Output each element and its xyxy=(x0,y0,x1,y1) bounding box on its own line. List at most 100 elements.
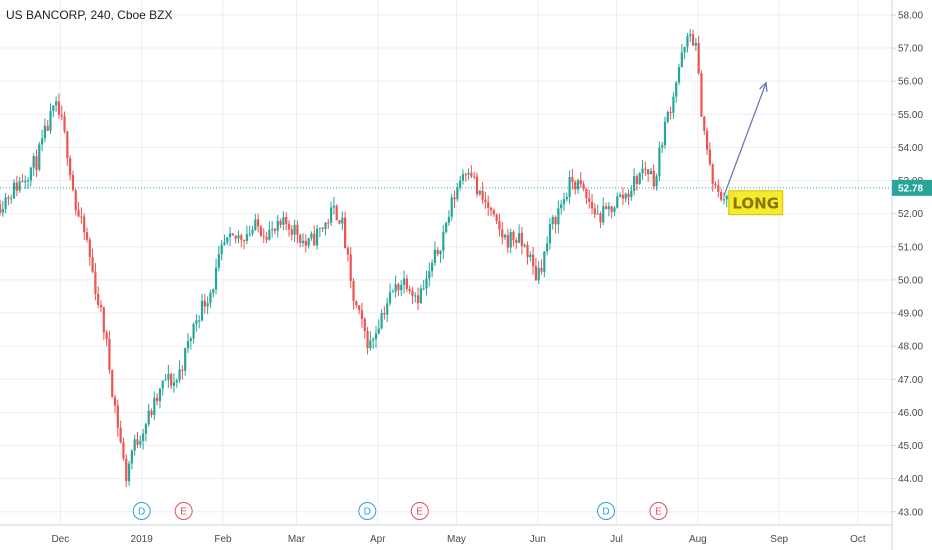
trend-arrow-line[interactable] xyxy=(723,82,767,196)
candle-down xyxy=(621,194,625,199)
candle-down xyxy=(97,293,100,305)
candle-down xyxy=(644,168,647,170)
candle-down xyxy=(234,235,237,239)
candle-up xyxy=(560,204,563,209)
candle-up xyxy=(167,373,170,380)
candle-down xyxy=(15,182,18,191)
candle-up xyxy=(139,440,142,445)
candle-down xyxy=(150,410,153,416)
long-label-text: LONG xyxy=(732,195,779,213)
candle-down xyxy=(344,217,347,249)
candle-up xyxy=(655,176,658,187)
candle-down xyxy=(265,236,268,240)
drawing-overlays[interactable]: LONG xyxy=(723,81,784,216)
candle-down xyxy=(156,397,159,402)
candle-down xyxy=(21,181,24,183)
candle-down xyxy=(355,301,358,306)
candle-up xyxy=(144,424,148,434)
candle-down xyxy=(299,234,302,243)
candle-down xyxy=(46,125,49,131)
long-label-box[interactable] xyxy=(728,190,784,216)
candle-down xyxy=(691,34,695,46)
candle-up xyxy=(271,228,274,231)
dividend-marker[interactable] xyxy=(358,502,377,520)
price-tick-label: 46.00 xyxy=(898,408,923,419)
chart-title: US BANCORP, 240, Cboe BZX xyxy=(6,8,173,22)
candle-down xyxy=(338,220,341,224)
candle-down xyxy=(113,397,117,406)
time-axis[interactable]: Dec 2019 Feb Mar Apr May Jun Jul Aug Sep Oct xyxy=(0,524,892,545)
candle-down xyxy=(464,174,467,176)
candle-down xyxy=(481,190,484,200)
candle-up xyxy=(40,138,44,145)
candle-down xyxy=(327,222,330,224)
earnings-marker[interactable] xyxy=(649,502,668,520)
candle-down xyxy=(102,307,105,333)
candle-up xyxy=(523,244,526,247)
price-tick-label: 57.00 xyxy=(898,44,923,55)
candle-down xyxy=(66,131,69,159)
candle-down xyxy=(700,73,703,117)
candle-up xyxy=(55,101,58,106)
candle-down xyxy=(203,300,206,307)
candle-up xyxy=(638,173,641,184)
last-price-label: 52.78 xyxy=(898,183,923,194)
time-tick-label: Mar xyxy=(288,534,306,545)
candle-down xyxy=(416,295,420,304)
price-axis[interactable]: 43.00 44.00 45.00 46.00 47.00 48.00 49.00 50.00… xyxy=(891,0,932,550)
candle-up xyxy=(12,182,16,199)
candle-up xyxy=(394,284,397,292)
candle-up xyxy=(663,121,667,146)
time-tick-label: Jun xyxy=(530,534,546,545)
candle-up xyxy=(276,221,279,231)
candle-down xyxy=(83,216,86,233)
candle-down xyxy=(170,373,173,386)
candle-up xyxy=(228,233,232,238)
candle-up xyxy=(212,289,215,293)
candle-up xyxy=(32,156,35,168)
candle-down xyxy=(408,289,411,291)
candle-up xyxy=(223,242,226,245)
candle-down xyxy=(69,158,72,176)
candle-down xyxy=(80,216,83,218)
candle-up xyxy=(130,450,133,464)
candle-up xyxy=(433,249,437,263)
candle-down xyxy=(492,210,495,215)
trend-arrow-head[interactable] xyxy=(759,81,768,92)
candle-down xyxy=(71,175,75,191)
candle-up xyxy=(450,197,453,217)
candle-up xyxy=(268,230,271,240)
candle-down xyxy=(487,202,490,208)
candle-down xyxy=(63,116,66,132)
candle-up xyxy=(402,278,406,285)
candle-up xyxy=(315,228,319,246)
candle-down xyxy=(705,130,709,150)
dividend-marker[interactable] xyxy=(597,502,616,520)
earnings-marker[interactable] xyxy=(410,502,429,520)
candle-up xyxy=(509,231,512,248)
candle-up xyxy=(141,433,145,441)
candle-down xyxy=(585,188,588,199)
candle-up xyxy=(428,271,431,279)
dividend-marker[interactable] xyxy=(132,502,151,520)
earnings-marker[interactable] xyxy=(174,502,193,520)
candle-down xyxy=(119,427,122,443)
candle-up xyxy=(220,244,223,255)
candle-up xyxy=(1,208,4,213)
candle-up xyxy=(562,199,566,205)
candle-up xyxy=(722,199,726,201)
candle-down xyxy=(105,332,108,339)
candle-up xyxy=(658,147,661,177)
candle-down xyxy=(411,290,414,296)
candle-down xyxy=(484,199,487,203)
candle-up xyxy=(503,234,507,238)
candle-up xyxy=(377,328,380,334)
candle-up xyxy=(683,47,686,53)
candle-up xyxy=(10,198,13,200)
candle-down xyxy=(540,268,543,272)
price-tick-label: 54.00 xyxy=(898,143,923,154)
candle-up xyxy=(445,222,448,232)
candle-up xyxy=(158,388,162,402)
